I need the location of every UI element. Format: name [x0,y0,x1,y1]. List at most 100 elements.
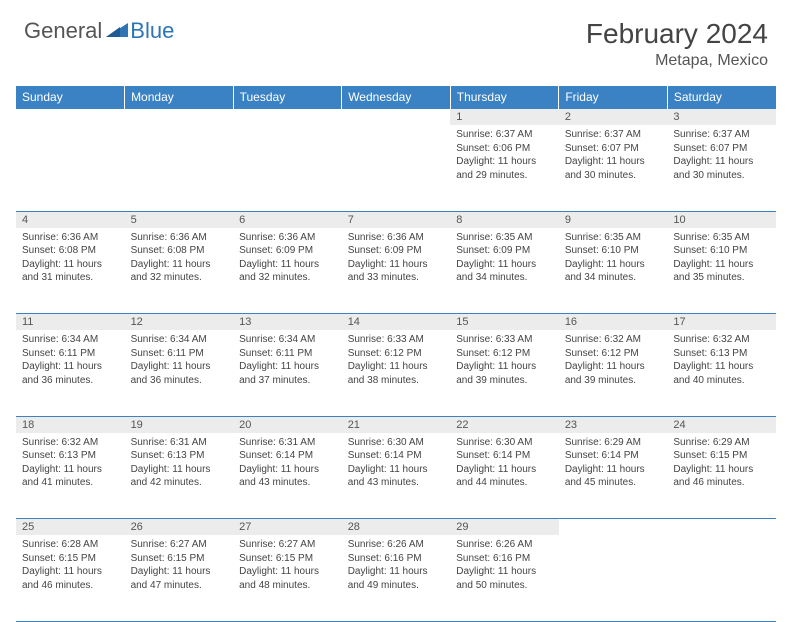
sunrise-text: Sunrise: 6:34 AM [22,333,119,347]
sunset-text: Sunset: 6:13 PM [673,347,770,361]
day-cell-content: Sunrise: 6:37 AMSunset: 6:06 PMDaylight:… [450,125,559,186]
day-cell-content: Sunrise: 6:33 AMSunset: 6:12 PMDaylight:… [450,330,559,391]
sunrise-text: Sunrise: 6:29 AM [565,436,662,450]
day-number-cell [233,109,342,126]
day-cell: Sunrise: 6:37 AMSunset: 6:07 PMDaylight:… [667,125,776,211]
daylight-text: Daylight: 11 hours and 39 minutes. [565,360,662,387]
day-number-row: 2526272829 [16,519,776,536]
day-number-row: 45678910 [16,211,776,228]
daylight-text: Daylight: 11 hours and 47 minutes. [131,565,228,592]
sunset-text: Sunset: 6:09 PM [348,244,445,258]
day-cell [125,125,234,211]
day-cell: Sunrise: 6:27 AMSunset: 6:15 PMDaylight:… [125,535,234,621]
page-title: February 2024 [586,18,768,50]
day-cell: Sunrise: 6:36 AMSunset: 6:09 PMDaylight:… [233,228,342,314]
day-cell [233,125,342,211]
sunrise-text: Sunrise: 6:35 AM [673,231,770,245]
day-cell-content: Sunrise: 6:34 AMSunset: 6:11 PMDaylight:… [125,330,234,391]
sunrise-text: Sunrise: 6:36 AM [239,231,336,245]
day-number-cell: 7 [342,211,451,228]
sunrise-text: Sunrise: 6:26 AM [456,538,553,552]
daylight-text: Daylight: 11 hours and 39 minutes. [456,360,553,387]
day-number-cell: 23 [559,416,668,433]
day-cell: Sunrise: 6:35 AMSunset: 6:10 PMDaylight:… [559,228,668,314]
sunset-text: Sunset: 6:15 PM [22,552,119,566]
day-cell-content: Sunrise: 6:26 AMSunset: 6:16 PMDaylight:… [342,535,451,596]
day-number-cell: 21 [342,416,451,433]
day-content-row: Sunrise: 6:32 AMSunset: 6:13 PMDaylight:… [16,433,776,519]
day-cell: Sunrise: 6:34 AMSunset: 6:11 PMDaylight:… [125,330,234,416]
day-number-cell: 14 [342,314,451,331]
daylight-text: Daylight: 11 hours and 34 minutes. [456,258,553,285]
day-cell-content: Sunrise: 6:35 AMSunset: 6:10 PMDaylight:… [667,228,776,289]
sunset-text: Sunset: 6:11 PM [131,347,228,361]
day-cell-content: Sunrise: 6:32 AMSunset: 6:13 PMDaylight:… [16,433,125,494]
day-cell: Sunrise: 6:32 AMSunset: 6:13 PMDaylight:… [16,433,125,519]
day-cell-content: Sunrise: 6:34 AMSunset: 6:11 PMDaylight:… [233,330,342,391]
day-cell: Sunrise: 6:37 AMSunset: 6:07 PMDaylight:… [559,125,668,211]
sunset-text: Sunset: 6:11 PM [239,347,336,361]
daylight-text: Daylight: 11 hours and 40 minutes. [673,360,770,387]
sunset-text: Sunset: 6:14 PM [565,449,662,463]
sunrise-text: Sunrise: 6:36 AM [348,231,445,245]
sunset-text: Sunset: 6:13 PM [22,449,119,463]
daylight-text: Daylight: 11 hours and 38 minutes. [348,360,445,387]
day-number-cell: 29 [450,519,559,536]
sunrise-text: Sunrise: 6:32 AM [673,333,770,347]
day-cell-content: Sunrise: 6:37 AMSunset: 6:07 PMDaylight:… [559,125,668,186]
day-number-cell: 28 [342,519,451,536]
day-cell: Sunrise: 6:27 AMSunset: 6:15 PMDaylight:… [233,535,342,621]
sunrise-text: Sunrise: 6:30 AM [456,436,553,450]
day-number-cell: 24 [667,416,776,433]
sunrise-text: Sunrise: 6:34 AM [131,333,228,347]
day-cell-content: Sunrise: 6:35 AMSunset: 6:09 PMDaylight:… [450,228,559,289]
day-header: Tuesday [233,86,342,109]
day-number-row: 18192021222324 [16,416,776,433]
day-cell: Sunrise: 6:26 AMSunset: 6:16 PMDaylight:… [450,535,559,621]
day-cell: Sunrise: 6:37 AMSunset: 6:06 PMDaylight:… [450,125,559,211]
sunset-text: Sunset: 6:15 PM [673,449,770,463]
page-header: General Blue February 2024 Metapa, Mexic… [0,0,792,78]
day-cell-content: Sunrise: 6:27 AMSunset: 6:15 PMDaylight:… [125,535,234,596]
day-header: Saturday [667,86,776,109]
day-number-cell: 1 [450,109,559,126]
sunrise-text: Sunrise: 6:34 AM [239,333,336,347]
day-cell-content: Sunrise: 6:29 AMSunset: 6:14 PMDaylight:… [559,433,668,494]
sunrise-text: Sunrise: 6:33 AM [348,333,445,347]
sunset-text: Sunset: 6:09 PM [456,244,553,258]
day-cell-content: Sunrise: 6:36 AMSunset: 6:09 PMDaylight:… [342,228,451,289]
sunset-text: Sunset: 6:12 PM [565,347,662,361]
daylight-text: Daylight: 11 hours and 46 minutes. [673,463,770,490]
day-cell-content: Sunrise: 6:37 AMSunset: 6:07 PMDaylight:… [667,125,776,186]
day-number-cell [559,519,668,536]
day-header: Friday [559,86,668,109]
day-number-cell: 16 [559,314,668,331]
sunset-text: Sunset: 6:14 PM [239,449,336,463]
daylight-text: Daylight: 11 hours and 29 minutes. [456,155,553,182]
day-cell: Sunrise: 6:36 AMSunset: 6:09 PMDaylight:… [342,228,451,314]
sunset-text: Sunset: 6:08 PM [131,244,228,258]
day-cell-content: Sunrise: 6:34 AMSunset: 6:11 PMDaylight:… [16,330,125,391]
day-cell-content: Sunrise: 6:31 AMSunset: 6:14 PMDaylight:… [233,433,342,494]
day-cell-content: Sunrise: 6:27 AMSunset: 6:15 PMDaylight:… [233,535,342,596]
sunset-text: Sunset: 6:13 PM [131,449,228,463]
sunset-text: Sunset: 6:16 PM [348,552,445,566]
daylight-text: Daylight: 11 hours and 48 minutes. [239,565,336,592]
daylight-text: Daylight: 11 hours and 42 minutes. [131,463,228,490]
sunset-text: Sunset: 6:14 PM [456,449,553,463]
daylight-text: Daylight: 11 hours and 50 minutes. [456,565,553,592]
day-cell-content: Sunrise: 6:30 AMSunset: 6:14 PMDaylight:… [342,433,451,494]
day-number-cell: 11 [16,314,125,331]
day-number-row: 11121314151617 [16,314,776,331]
day-number-cell: 20 [233,416,342,433]
day-cell-content: Sunrise: 6:36 AMSunset: 6:08 PMDaylight:… [16,228,125,289]
day-cell-content: Sunrise: 6:36 AMSunset: 6:08 PMDaylight:… [125,228,234,289]
day-cell-content: Sunrise: 6:35 AMSunset: 6:10 PMDaylight:… [559,228,668,289]
daylight-text: Daylight: 11 hours and 33 minutes. [348,258,445,285]
day-cell: Sunrise: 6:26 AMSunset: 6:16 PMDaylight:… [342,535,451,621]
day-number-cell: 6 [233,211,342,228]
day-cell-content: Sunrise: 6:28 AMSunset: 6:15 PMDaylight:… [16,535,125,596]
logo: General Blue [24,18,174,44]
day-cell: Sunrise: 6:33 AMSunset: 6:12 PMDaylight:… [450,330,559,416]
day-cell-content: Sunrise: 6:32 AMSunset: 6:12 PMDaylight:… [559,330,668,391]
